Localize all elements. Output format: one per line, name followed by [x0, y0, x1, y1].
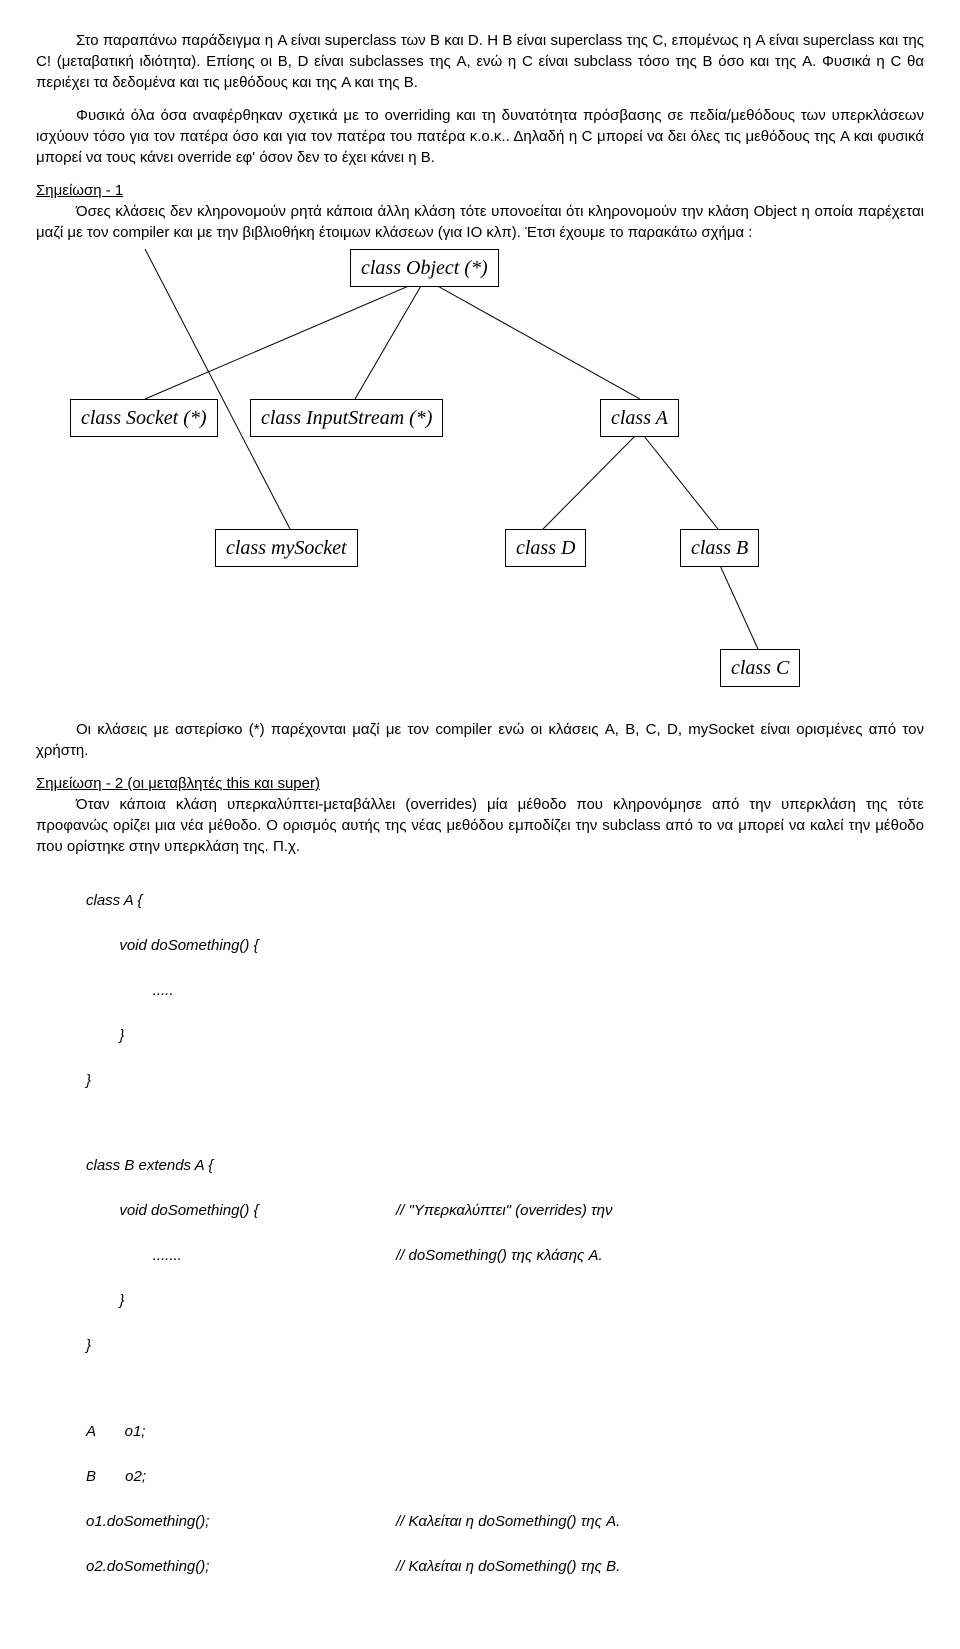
code-comment: // Καλείται η doSomething() της A.: [396, 1513, 620, 1530]
note-2: Σημείωση - 2 (οι μεταβλητές this και sup…: [36, 773, 924, 857]
code-line: B o2;: [86, 1466, 924, 1489]
code-line: A o1;: [86, 1421, 924, 1444]
code-text: .......: [86, 1245, 396, 1268]
code-line: o2.doSomething();// Καλείται η doSomethi…: [86, 1556, 924, 1579]
code-text: o2.doSomething();: [86, 1556, 396, 1579]
code-block-calls: A o1; B o2; o1.doSomething();// Καλείται…: [86, 1398, 924, 1601]
code-line: class B extends A {: [86, 1155, 924, 1178]
code-text: o1.doSomething();: [86, 1511, 396, 1534]
note-1-body: Όσες κλάσεις δεν κληρονομούν ρητά κάποια…: [36, 201, 924, 243]
code-block-class-b: class B extends A { void doSomething() {…: [86, 1133, 924, 1381]
code-text: void doSomething() {: [86, 1200, 396, 1223]
code-comment: // "Υπερκαλύπτει" (overrides) την: [396, 1202, 612, 1219]
code-line: class A {: [86, 890, 924, 913]
note-2-title: Σημείωση - 2 (οι μεταβλητές this και sup…: [36, 775, 320, 792]
note-1: Σημείωση - 1 Όσες κλάσεις δεν κληρονομού…: [36, 180, 924, 243]
note-1-title: Σημείωση - 1: [36, 182, 123, 199]
code-line: void doSomething() {// "Υπερκαλύπτει" (o…: [86, 1200, 924, 1223]
node-object: class Object (*): [350, 249, 499, 287]
node-inputstream: class InputStream (*): [250, 399, 443, 437]
code-line: o1.doSomething();// Καλείται η doSomethi…: [86, 1511, 924, 1534]
node-d: class D: [505, 529, 586, 567]
code-comment: // Καλείται η doSomething() της B.: [396, 1558, 620, 1575]
node-c: class C: [720, 649, 800, 687]
node-socket: class Socket (*): [70, 399, 218, 437]
node-a: class A: [600, 399, 679, 437]
paragraph-2: Φυσικά όλα όσα αναφέρθηκαν σχετικά με το…: [36, 105, 924, 168]
code-line: .....: [86, 980, 924, 1003]
node-mysocket: class mySocket: [215, 529, 358, 567]
code-block-class-a: class A { void doSomething() { ..... } }: [86, 867, 924, 1115]
code-line: .......// doSomething() της κλάσης A.: [86, 1245, 924, 1268]
node-b: class B: [680, 529, 759, 567]
code-line: }: [86, 1025, 924, 1048]
code-comment: // doSomething() της κλάσης A.: [396, 1247, 603, 1264]
code-line: }: [86, 1070, 924, 1093]
note-2-body: Όταν κάποια κλάση υπερκαλύπτει-μεταβάλλε…: [36, 794, 924, 857]
code-line: void doSomething() {: [86, 935, 924, 958]
code-line: }: [86, 1335, 924, 1358]
code-line: }: [86, 1290, 924, 1313]
class-hierarchy-diagram: class Object (*) class Socket (*) class …: [40, 249, 920, 709]
paragraph-1: Στο παραπάνω παράδειγμα η A είναι superc…: [36, 30, 924, 93]
after-diagram-paragraph: Οι κλάσεις με αστερίσκο (*) παρέχονται μ…: [36, 719, 924, 761]
diagram-edges: [40, 249, 920, 709]
